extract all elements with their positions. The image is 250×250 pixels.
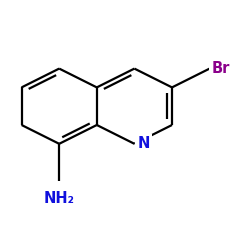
Text: Br: Br [212, 61, 230, 76]
Text: N: N [138, 136, 150, 151]
Text: NH₂: NH₂ [44, 191, 75, 206]
